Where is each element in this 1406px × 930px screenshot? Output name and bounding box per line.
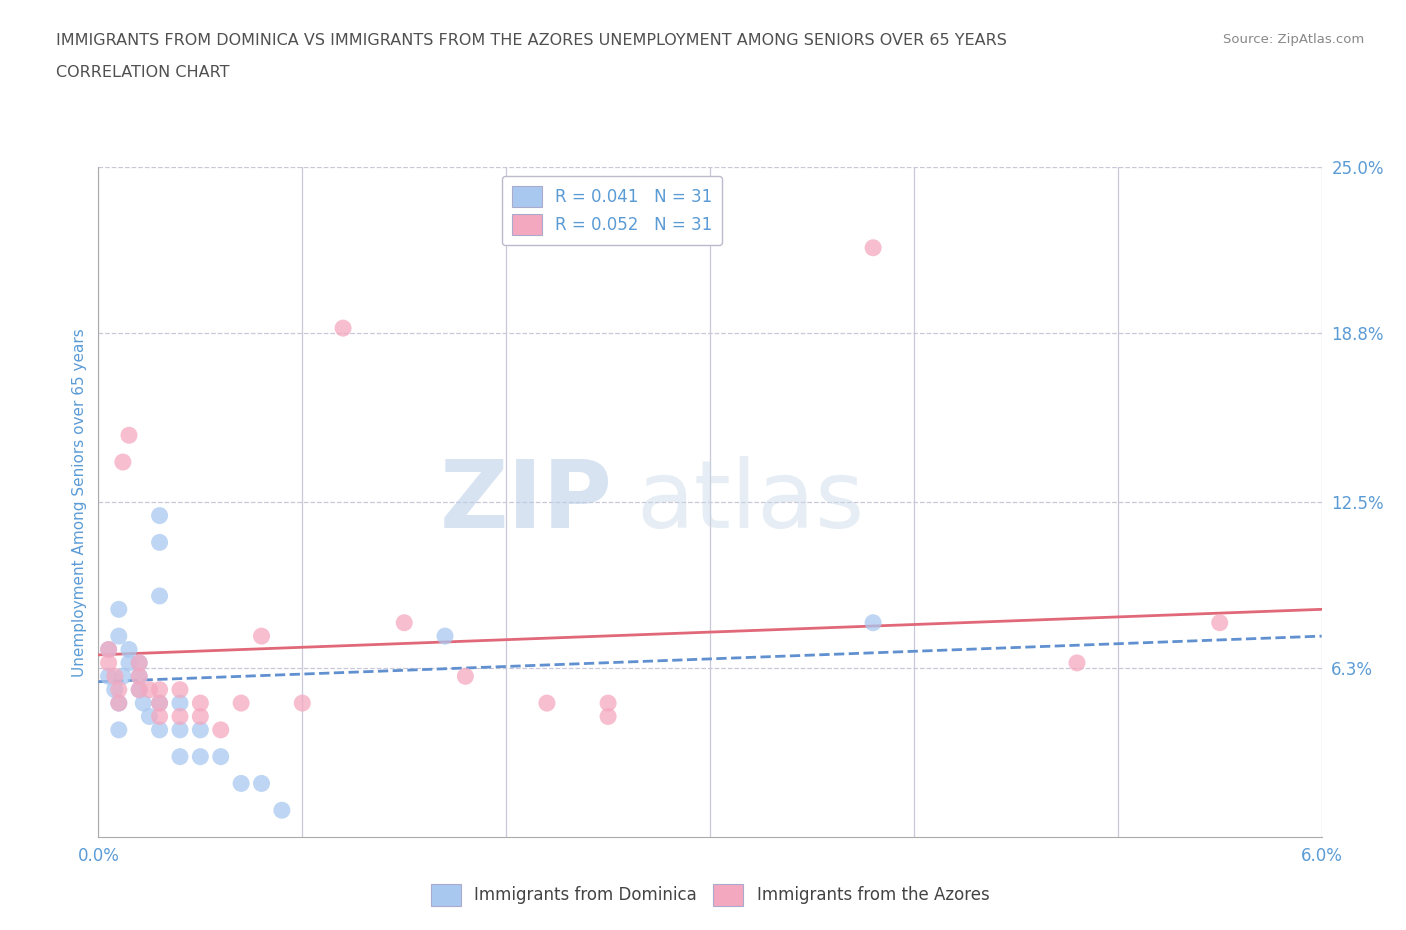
Point: [97, 642, 120, 657]
Point: [111, 455, 134, 470]
Point: [118, 428, 141, 443]
Point: [188, 696, 212, 711]
Point: [118, 642, 141, 657]
Text: CORRELATION CHART: CORRELATION CHART: [56, 65, 229, 80]
Point: [149, 709, 172, 724]
Point: [598, 709, 620, 724]
Point: [111, 669, 134, 684]
Point: [536, 696, 558, 711]
Point: [169, 683, 191, 698]
Text: atlas: atlas: [637, 457, 865, 548]
Point: [231, 696, 253, 711]
Point: [169, 750, 191, 764]
Point: [132, 696, 155, 711]
Point: [128, 656, 150, 671]
Point: [433, 629, 456, 644]
Point: [862, 616, 884, 631]
Point: [209, 750, 232, 764]
Point: [149, 696, 172, 711]
Point: [128, 683, 150, 698]
Point: [250, 776, 273, 790]
Text: IMMIGRANTS FROM DOMINICA VS IMMIGRANTS FROM THE AZORES UNEMPLOYMENT AMONG SENIOR: IMMIGRANTS FROM DOMINICA VS IMMIGRANTS F…: [56, 33, 1007, 47]
Point: [128, 656, 150, 671]
Text: ZIP: ZIP: [439, 457, 612, 548]
Point: [138, 709, 160, 724]
Point: [188, 723, 212, 737]
Point: [149, 696, 172, 711]
Y-axis label: Unemployment Among Seniors over 65 years: Unemployment Among Seniors over 65 years: [72, 328, 87, 677]
Point: [118, 656, 141, 671]
Point: [97, 656, 120, 671]
Point: [392, 616, 416, 631]
Point: [270, 803, 292, 817]
Point: [1208, 616, 1232, 631]
Point: [169, 709, 191, 724]
Point: [128, 669, 150, 684]
Point: [149, 535, 172, 550]
Point: [108, 696, 131, 711]
Legend: Immigrants from Dominica, Immigrants from the Azores: Immigrants from Dominica, Immigrants fro…: [420, 874, 1000, 916]
Point: [108, 629, 131, 644]
Point: [128, 669, 150, 684]
Point: [97, 642, 120, 657]
Point: [104, 669, 127, 684]
Point: [209, 723, 232, 737]
Point: [97, 669, 120, 684]
Point: [169, 723, 191, 737]
Point: [108, 723, 131, 737]
Point: [231, 776, 253, 790]
Point: [104, 683, 127, 698]
Point: [250, 629, 273, 644]
Point: [332, 321, 354, 336]
Point: [108, 602, 131, 617]
Point: [169, 696, 191, 711]
Point: [598, 696, 620, 711]
Point: [862, 240, 884, 255]
Text: Source: ZipAtlas.com: Source: ZipAtlas.com: [1223, 33, 1364, 46]
Point: [188, 750, 212, 764]
Point: [108, 696, 131, 711]
Point: [1066, 656, 1088, 671]
Point: [149, 683, 172, 698]
Point: [108, 683, 131, 698]
Point: [138, 683, 160, 698]
Point: [149, 508, 172, 523]
Point: [149, 723, 172, 737]
Point: [188, 709, 212, 724]
Point: [454, 669, 477, 684]
Point: [149, 589, 172, 604]
Point: [291, 696, 314, 711]
Point: [128, 683, 150, 698]
